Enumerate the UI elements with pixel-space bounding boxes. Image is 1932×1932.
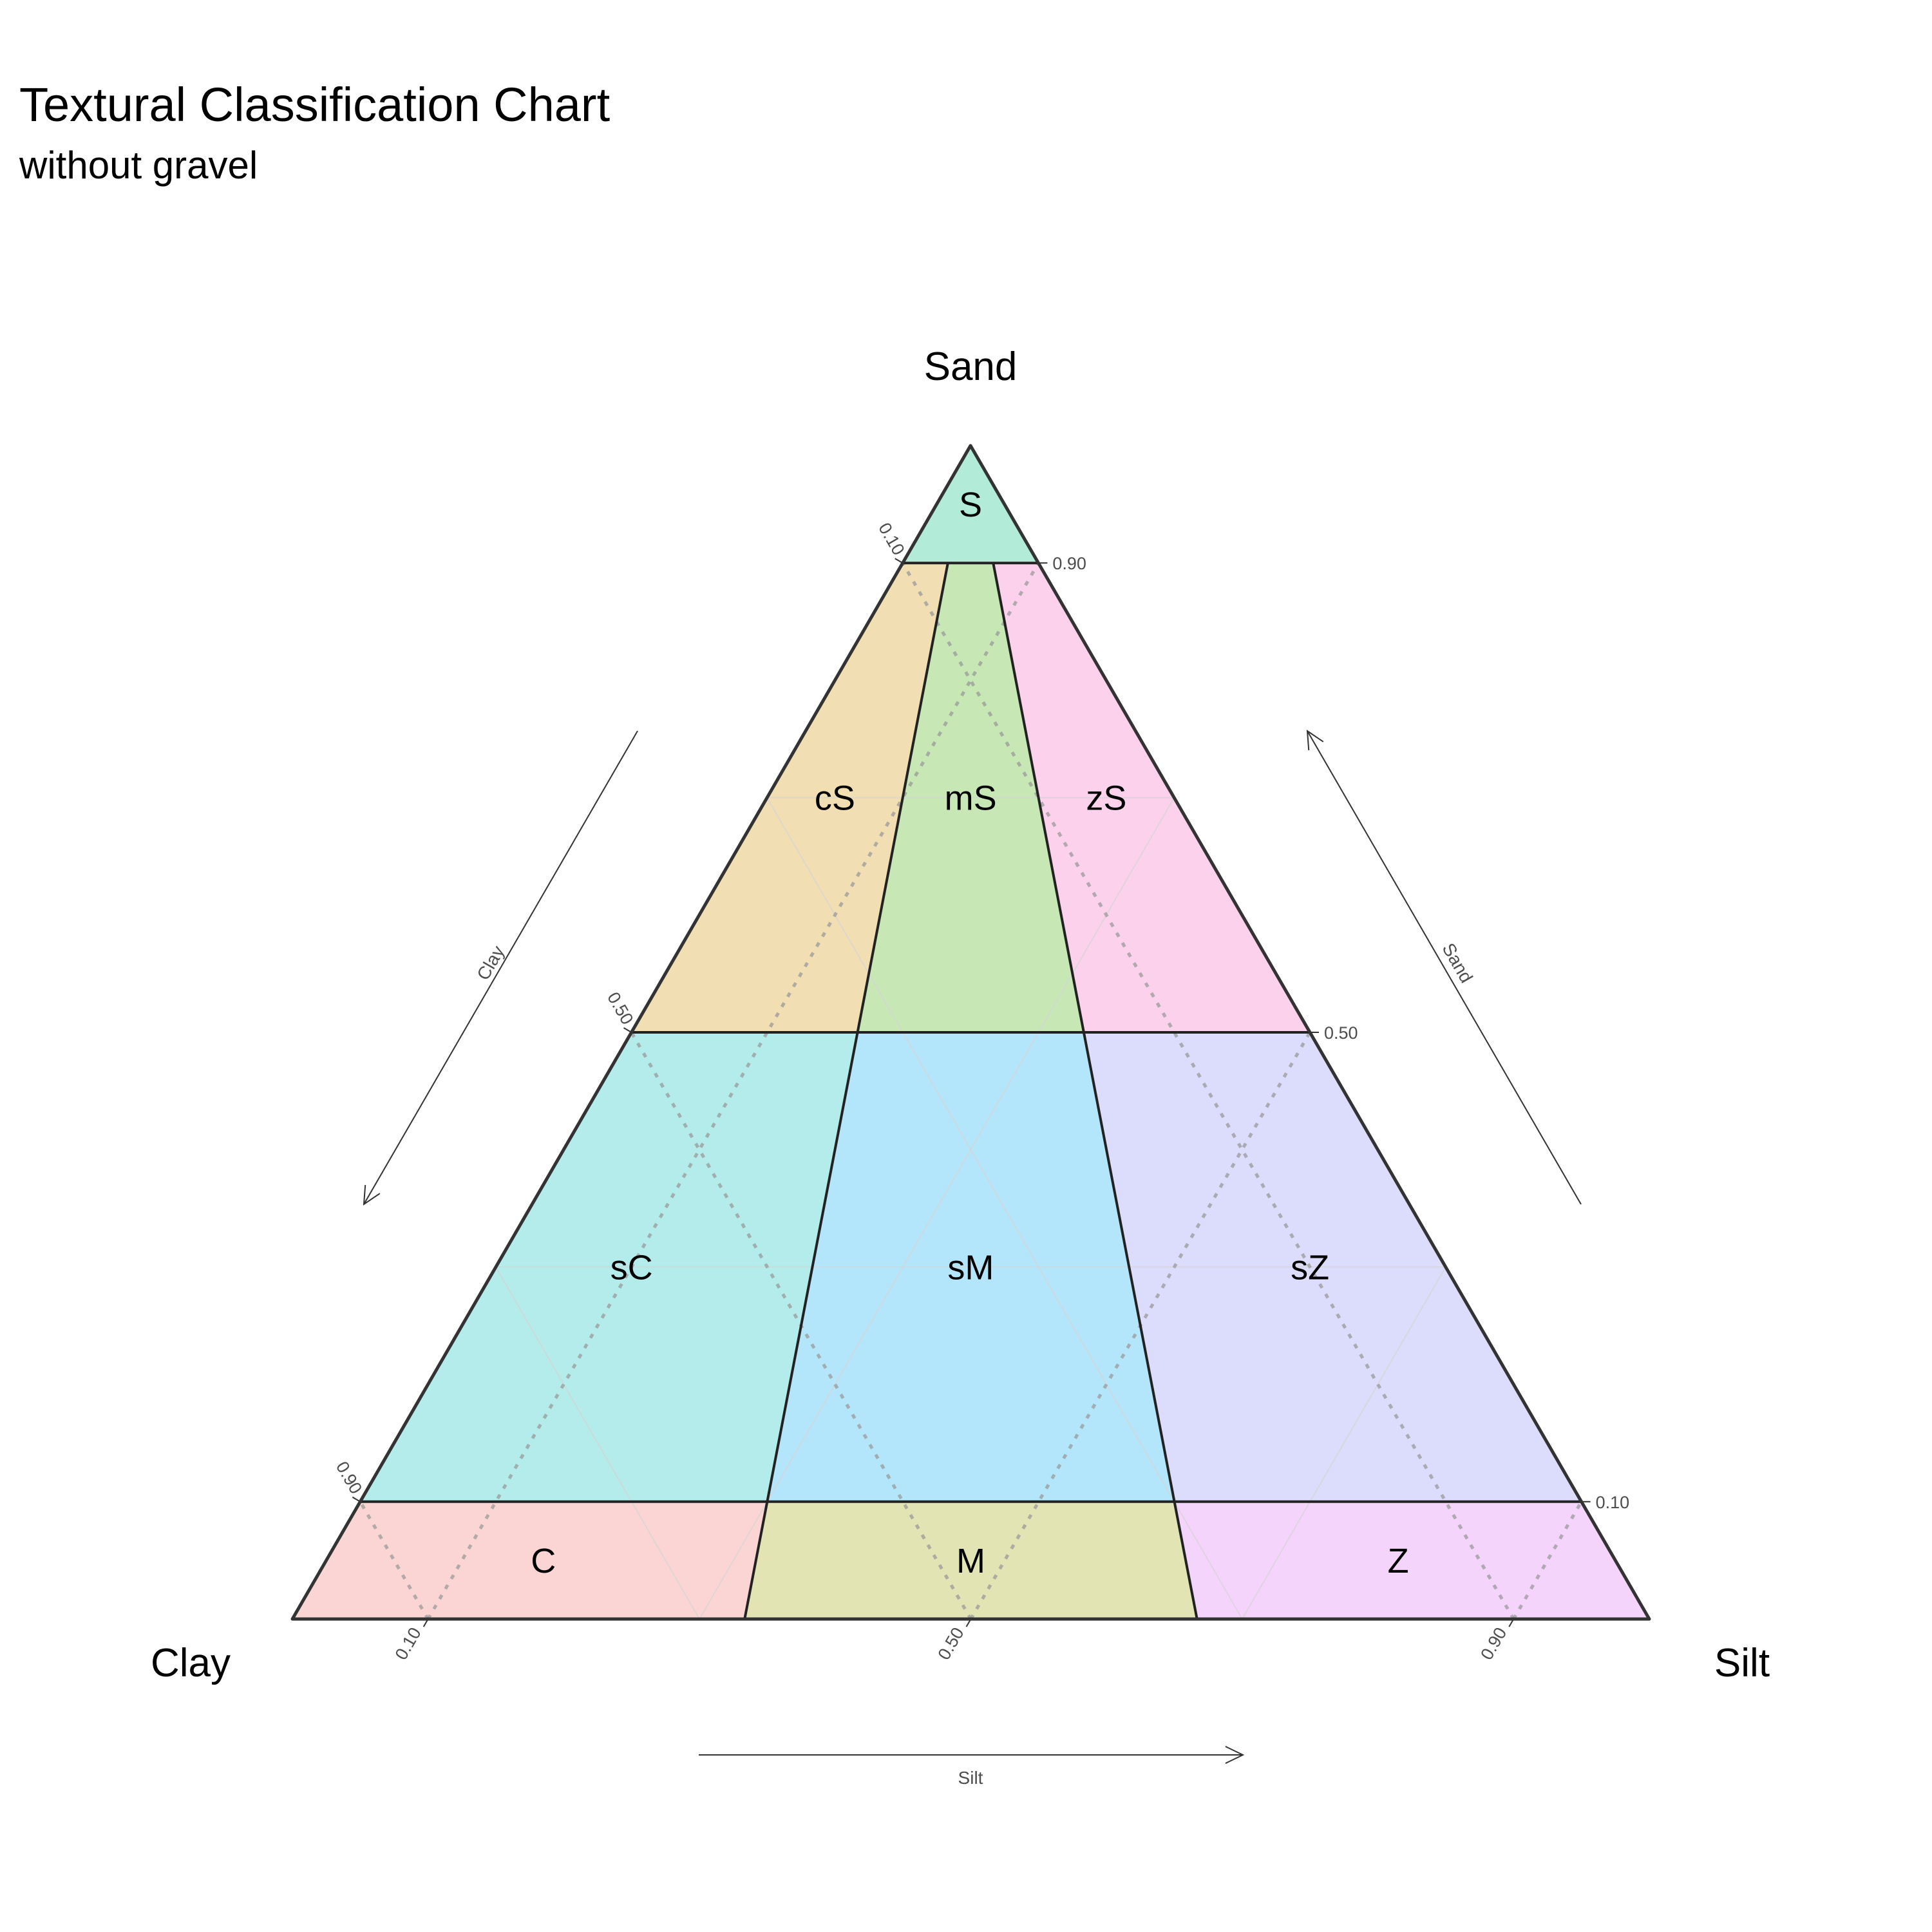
region-label-zS: zS bbox=[1086, 779, 1126, 818]
border-ratio-1-2 bbox=[743, 562, 949, 1620]
tick-clay-0.50 bbox=[623, 1027, 632, 1033]
tick-silt-0.10 bbox=[422, 1618, 429, 1627]
grid-silt-0.7 bbox=[1242, 1266, 1446, 1620]
tick-clay-0.90 bbox=[352, 1496, 361, 1502]
region-label-cS: cS bbox=[815, 779, 855, 818]
border-ratio-2-1 bbox=[992, 562, 1198, 1620]
silt-arrow-label: Silt bbox=[958, 1768, 983, 1788]
tick-label-clay-0.10: 0.10 bbox=[875, 520, 908, 559]
region-label-Z: Z bbox=[1388, 1542, 1409, 1580]
region-label-sM: sM bbox=[947, 1248, 994, 1287]
tick-label-silt-0.90: 0.90 bbox=[1477, 1624, 1510, 1663]
grid-silt-0.3 bbox=[699, 797, 1175, 1620]
silt-arrow: Silt bbox=[699, 1746, 1245, 1788]
clay-vertex-label: Clay bbox=[151, 1641, 231, 1685]
tick-label-sand-0.10: 0.10 bbox=[1596, 1493, 1630, 1512]
region-label-M: M bbox=[956, 1542, 985, 1580]
tick-label-clay-0.50: 0.50 bbox=[603, 989, 637, 1028]
tick-label-sand-0.90: 0.90 bbox=[1052, 554, 1086, 573]
chart-title: Textural Classification Chart bbox=[19, 78, 611, 131]
tick-clay-0.10 bbox=[895, 558, 904, 564]
chart-subtitle: without gravel bbox=[19, 144, 258, 187]
sand-vertex-label: Sand bbox=[924, 345, 1018, 389]
tick-label-silt-0.10: 0.10 bbox=[392, 1624, 425, 1663]
tick-label-silt-0.50: 0.50 bbox=[934, 1624, 967, 1663]
tick-silt-0.90 bbox=[1508, 1618, 1515, 1627]
region-label-sC: sC bbox=[611, 1248, 653, 1287]
silt-vertex-label: Silt bbox=[1714, 1641, 1770, 1685]
region-label-sZ: sZ bbox=[1291, 1248, 1329, 1287]
sand-arrow-label: Sand bbox=[1438, 940, 1477, 986]
region-label-mS: mS bbox=[945, 779, 997, 818]
ticks-layer: 0.10 0.50 0.90 0.10 0.50 0.90 0.10 0.50 0.90 bbox=[332, 520, 1629, 1663]
region-label-S: S bbox=[959, 486, 982, 524]
region-labels-layer: ScS mS zS sC sM sZ C M Z bbox=[531, 486, 1408, 1580]
regions-layer bbox=[292, 446, 1649, 1619]
grid-clay-0.7 bbox=[495, 1266, 700, 1620]
region-label-C: C bbox=[531, 1542, 556, 1580]
region-C bbox=[292, 1501, 768, 1619]
region-borders-layer bbox=[360, 562, 1582, 1620]
tick-label-clay-0.90: 0.90 bbox=[332, 1458, 366, 1497]
region-S bbox=[902, 446, 1039, 564]
tick-silt-0.50 bbox=[965, 1618, 972, 1627]
grid-clay-0.3 bbox=[766, 797, 1243, 1620]
region-M bbox=[744, 1501, 1197, 1619]
region-Z bbox=[1174, 1501, 1649, 1619]
tick-label-sand-0.50: 0.50 bbox=[1324, 1023, 1358, 1043]
